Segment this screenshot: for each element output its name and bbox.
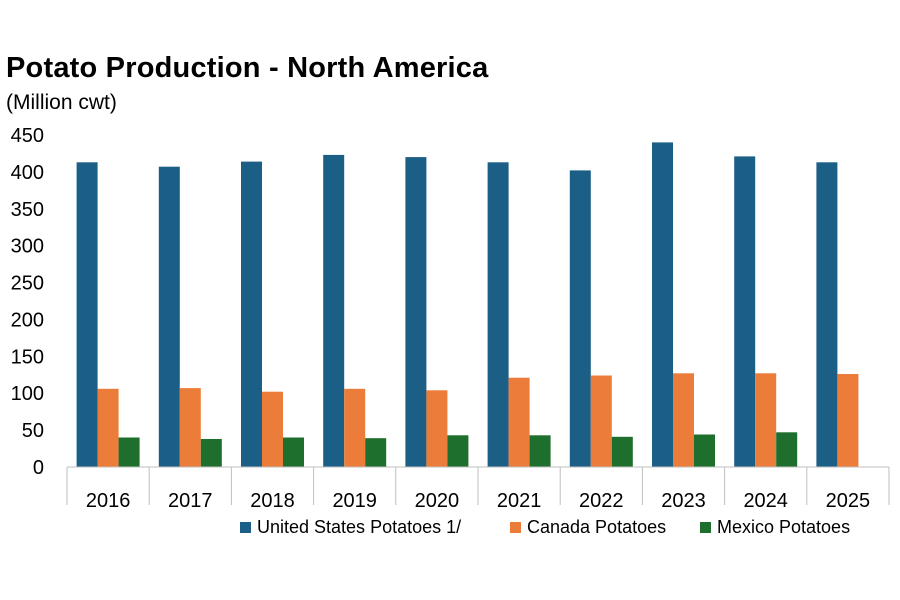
bar-us-2017 bbox=[158, 166, 180, 467]
bar-canada-2019 bbox=[344, 388, 366, 467]
y-tick-label: 50 bbox=[22, 420, 44, 442]
bar-mexico-2019 bbox=[365, 438, 387, 467]
bar-mexico-2016 bbox=[118, 437, 140, 467]
bar-canada-2020 bbox=[426, 390, 448, 467]
bar-canada-2023 bbox=[673, 373, 694, 467]
bar-us-2025 bbox=[816, 162, 838, 468]
bar-canada-2025 bbox=[837, 374, 859, 467]
legend-item-us: United States Potatoes 1/ bbox=[240, 517, 461, 538]
bar-us-2022 bbox=[569, 170, 591, 467]
bar-mexico-2022 bbox=[611, 436, 633, 467]
x-tick-label: 2023 bbox=[661, 490, 706, 512]
bar-us-2019 bbox=[323, 154, 345, 467]
legend-label-us: United States Potatoes 1/ bbox=[257, 517, 462, 537]
bar-us-2021 bbox=[487, 162, 509, 468]
legend-label-mexico: Mexico Potatoes bbox=[717, 517, 851, 537]
legend-swatch-mexico bbox=[700, 522, 711, 533]
x-tick-label: 2016 bbox=[86, 490, 131, 512]
bar-canada-2021 bbox=[508, 377, 530, 467]
bar-mexico-2024 bbox=[776, 432, 798, 467]
y-tick-label: 400 bbox=[11, 162, 44, 184]
bar-us-2024 bbox=[734, 156, 756, 467]
x-tick-label: 2018 bbox=[250, 490, 295, 512]
x-tick-label: 2021 bbox=[497, 490, 542, 512]
y-tick-label: 450 bbox=[11, 125, 44, 147]
bar-us-2018 bbox=[241, 161, 262, 467]
bar-canada-2017 bbox=[179, 388, 201, 467]
bar-us-2020 bbox=[405, 157, 427, 467]
bar-mexico-2017 bbox=[200, 439, 222, 467]
legend-swatch-canada bbox=[510, 522, 521, 533]
y-tick-label: 0 bbox=[33, 457, 44, 479]
y-tick-label: 250 bbox=[11, 273, 44, 295]
chart-legend: United States Potatoes 1/ Canada Potatoe… bbox=[0, 517, 900, 541]
x-tick-label: 2020 bbox=[415, 490, 460, 512]
x-tick-label: 2022 bbox=[579, 490, 624, 512]
bar-mexico-2023 bbox=[694, 434, 715, 467]
bar-us-2023 bbox=[652, 142, 673, 467]
y-tick-label: 300 bbox=[11, 236, 44, 258]
bar-canada-2022 bbox=[590, 375, 612, 467]
legend-swatch-us bbox=[240, 522, 251, 533]
legend-label-canada: Canada Potatoes bbox=[527, 517, 667, 537]
x-tick-label: 2019 bbox=[332, 490, 377, 512]
y-tick-label: 150 bbox=[11, 346, 44, 368]
y-tick-label: 200 bbox=[11, 309, 44, 331]
y-tick-label: 350 bbox=[11, 199, 44, 221]
x-tick-label: 2024 bbox=[743, 490, 788, 512]
legend-item-canada: Canada Potatoes bbox=[510, 517, 666, 538]
legend-item-mexico: Mexico Potatoes bbox=[700, 517, 850, 538]
bar-canada-2016 bbox=[97, 388, 119, 467]
bar-mexico-2021 bbox=[529, 435, 551, 467]
chart-title: Potato Production - North America bbox=[6, 52, 489, 84]
bar-mexico-2018 bbox=[283, 437, 304, 467]
y-tick-label: 100 bbox=[11, 383, 44, 405]
bar-canada-2024 bbox=[755, 373, 777, 467]
x-tick-label: 2025 bbox=[826, 490, 871, 512]
chart-subtitle: (Million cwt) bbox=[6, 91, 117, 114]
bar-canada-2018 bbox=[262, 391, 283, 467]
x-tick-label: 2017 bbox=[168, 490, 213, 512]
bar-mexico-2020 bbox=[447, 435, 469, 467]
bar-us-2016 bbox=[76, 162, 98, 468]
